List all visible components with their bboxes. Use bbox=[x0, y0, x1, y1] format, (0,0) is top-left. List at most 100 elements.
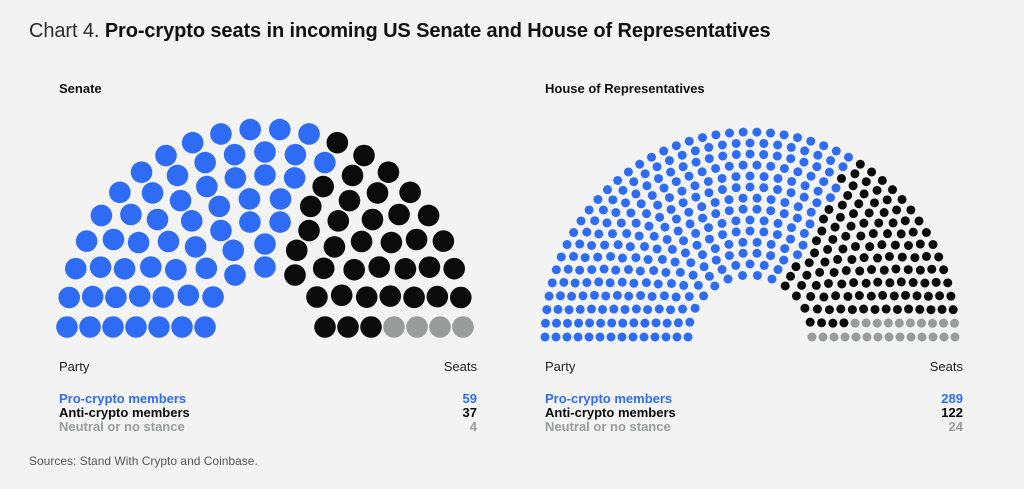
house-seat-pro bbox=[646, 152, 656, 162]
house-seat-anti bbox=[914, 216, 924, 226]
house-seat-anti bbox=[841, 231, 851, 241]
house-seat-anti bbox=[811, 280, 821, 290]
house-seat-pro bbox=[799, 192, 809, 202]
house-seat-pro bbox=[582, 278, 592, 288]
house-seat-neutral bbox=[928, 332, 938, 342]
senate-pro-value: 59 bbox=[462, 391, 477, 406]
senate-seat-pro bbox=[155, 144, 177, 167]
house-seat-anti bbox=[872, 185, 882, 195]
house-seat-anti bbox=[837, 174, 846, 184]
house-seat-anti bbox=[819, 292, 829, 302]
house-seat-pro bbox=[738, 127, 748, 137]
house-seat-pro bbox=[799, 228, 809, 238]
house-seat-pro bbox=[616, 218, 626, 228]
house-seat-pro bbox=[766, 128, 776, 138]
house-seat-pro bbox=[819, 141, 829, 151]
house-seat-pro bbox=[600, 240, 610, 250]
house-seat-pro bbox=[704, 188, 714, 198]
house-seat-pro bbox=[593, 194, 603, 204]
house-seat-anti bbox=[829, 267, 839, 277]
house-seat-pro bbox=[671, 292, 681, 302]
house-seat-anti bbox=[859, 189, 869, 199]
house-seat-neutral bbox=[906, 332, 916, 342]
house-seat-pro bbox=[574, 318, 584, 328]
senate-seat-anti bbox=[417, 204, 440, 227]
senate-seat-anti bbox=[361, 208, 384, 231]
house-seat-anti bbox=[912, 291, 922, 301]
house-seat-pro bbox=[724, 239, 734, 249]
chart-title: Chart 4. Pro-crypto seats in incoming US… bbox=[29, 20, 771, 43]
house-seat-pro bbox=[704, 223, 714, 233]
house-seat-pro bbox=[594, 277, 604, 287]
house-seat-pro bbox=[738, 204, 748, 214]
senate-seat-pro bbox=[269, 188, 292, 210]
senate-seat-anti bbox=[355, 286, 378, 308]
house-seat-pro bbox=[693, 280, 703, 290]
senate-seat-pro bbox=[120, 203, 142, 226]
house-seat-anti bbox=[811, 236, 821, 246]
house-seat-pro bbox=[589, 290, 599, 300]
house-seat-pro bbox=[578, 291, 588, 301]
house-seat-pro bbox=[745, 138, 755, 148]
house-seat-pro bbox=[607, 318, 617, 328]
house-seat-pro bbox=[673, 318, 683, 328]
house-seat-pro bbox=[831, 146, 841, 156]
senate-seat-anti bbox=[432, 230, 455, 252]
house-seat-anti bbox=[900, 216, 910, 226]
house-neutral-value: 24 bbox=[948, 419, 963, 434]
house-row-neutral: Neutral or no stance 24 bbox=[545, 420, 963, 434]
senate-seat-neutral bbox=[429, 316, 451, 338]
house-row-pro: Pro-crypto members 289 bbox=[545, 392, 963, 406]
house-seat-anti bbox=[791, 262, 801, 272]
house-seat-pro bbox=[620, 304, 630, 314]
house-seat-pro bbox=[773, 185, 783, 195]
house-seat-anti bbox=[837, 279, 847, 289]
house-seat-pro bbox=[662, 234, 672, 244]
senate-seat-pro bbox=[171, 316, 193, 338]
house-seat-pro bbox=[772, 151, 782, 161]
house-seat-pro bbox=[643, 255, 653, 265]
house-seat-anti bbox=[943, 278, 953, 288]
house-seat-pro bbox=[759, 216, 769, 226]
house-seat-pro bbox=[773, 218, 783, 228]
house-seat-pro bbox=[738, 160, 748, 170]
house-seat-pro bbox=[628, 332, 638, 342]
senate-seat-pro bbox=[195, 257, 218, 280]
senate-seat-anti bbox=[426, 285, 449, 308]
house-seat-pro bbox=[547, 278, 557, 288]
house-seat-pro bbox=[675, 267, 685, 277]
house-seat-anti bbox=[928, 240, 938, 250]
house-seat-pro bbox=[738, 193, 748, 203]
house-seat-pro bbox=[621, 198, 631, 208]
house-seat-pro bbox=[595, 332, 605, 342]
house-seat-pro bbox=[613, 240, 623, 250]
house-seat-anti bbox=[828, 234, 838, 244]
house-seat-pro bbox=[643, 305, 653, 315]
senate-seat-pro bbox=[152, 286, 175, 308]
senate-seat-anti bbox=[399, 181, 421, 204]
house-seat-pro bbox=[704, 271, 714, 281]
house-seat-pro bbox=[793, 202, 803, 212]
house-seat-anti bbox=[830, 222, 840, 232]
house-seat-anti bbox=[831, 291, 841, 301]
senate-seat-pro bbox=[202, 286, 224, 308]
house-seat-pro bbox=[602, 218, 612, 228]
house-seat-anti bbox=[888, 185, 898, 195]
house-seat-pro bbox=[670, 257, 680, 267]
house-seat-neutral bbox=[905, 318, 915, 328]
house-seat-pro bbox=[640, 241, 650, 251]
house-party-header: Party bbox=[545, 359, 576, 374]
house-seat-pro bbox=[677, 186, 687, 196]
senate-seat-pro bbox=[102, 316, 124, 338]
senate-seat-pro bbox=[127, 231, 150, 254]
senate-seat-anti bbox=[337, 316, 359, 338]
house-seat-pro bbox=[587, 241, 597, 250]
house-seat-pro bbox=[659, 183, 669, 193]
house-seat-anti bbox=[849, 278, 859, 288]
house-seat-pro bbox=[691, 157, 701, 167]
house-seat-pro bbox=[685, 317, 695, 327]
house-seat-pro bbox=[699, 262, 709, 272]
house-seat-neutral bbox=[894, 318, 904, 328]
house-seat-pro bbox=[799, 157, 809, 167]
house-seat-pro bbox=[718, 230, 728, 240]
